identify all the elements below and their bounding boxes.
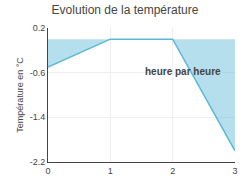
svg-text:-1.4: -1.4 [30, 112, 46, 122]
svg-text:2: 2 [170, 166, 175, 176]
svg-text:3: 3 [232, 166, 237, 176]
svg-text:-2.2: -2.2 [30, 157, 46, 167]
svg-text:0: 0 [45, 166, 50, 176]
svg-text:-0.6: -0.6 [30, 68, 46, 78]
svg-text:Evolution de la température: Evolution de la température [52, 3, 199, 17]
svg-text:0.2: 0.2 [33, 23, 46, 33]
svg-text:1: 1 [108, 166, 113, 176]
svg-text:Température en °C: Température en °C [15, 57, 25, 133]
svg-text:heure par heure: heure par heure [145, 66, 221, 77]
